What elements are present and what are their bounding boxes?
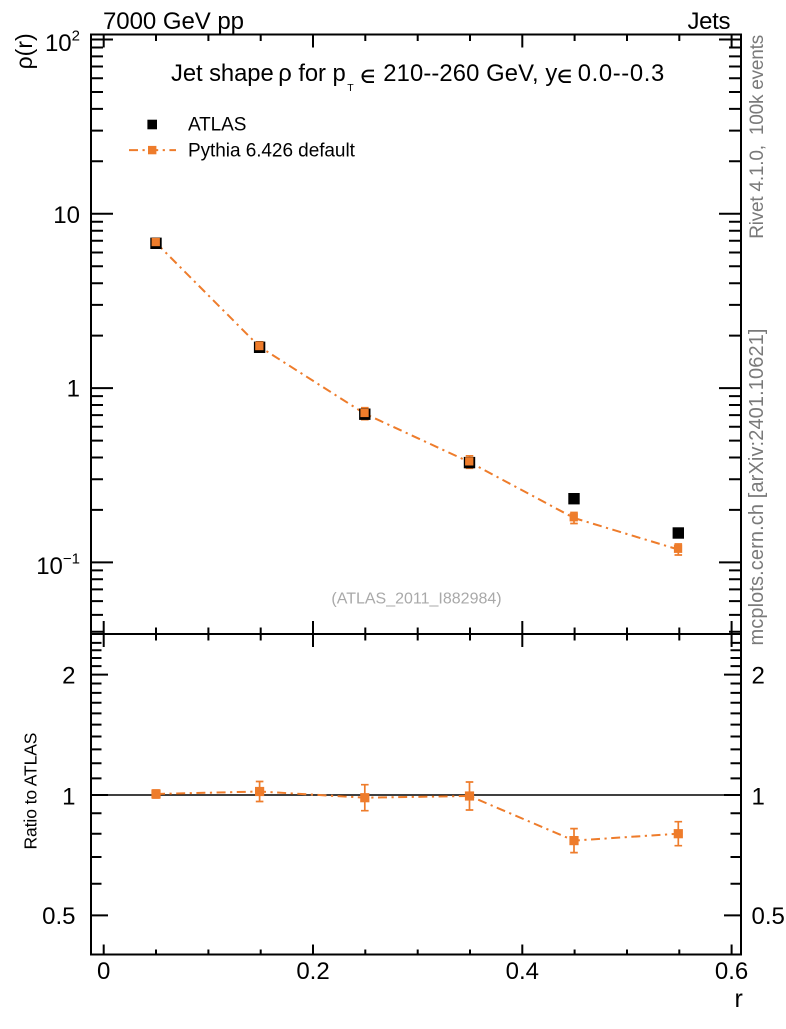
svg-text:1: 1 bbox=[62, 783, 75, 810]
svg-text:mcplots.cern.ch [arXiv:2401.10: mcplots.cern.ch [arXiv:2401.10621] bbox=[746, 329, 768, 646]
svg-text:1: 1 bbox=[752, 783, 765, 810]
svg-text:1: 1 bbox=[67, 376, 80, 403]
svg-text:0: 0 bbox=[97, 958, 110, 985]
svg-text:Ratio to ATLAS: Ratio to ATLAS bbox=[21, 733, 41, 850]
svg-text:T: T bbox=[347, 82, 354, 94]
svg-text:Pythia 6.426 default: Pythia 6.426 default bbox=[188, 140, 356, 161]
svg-text:0.5: 0.5 bbox=[752, 903, 785, 930]
svg-text:(ATLAS_2011_I882984): (ATLAS_2011_I882984) bbox=[331, 591, 501, 608]
svg-text:ρ(r): ρ(r) bbox=[11, 33, 37, 69]
svg-text:Jet shape ρ for p: Jet shape ρ for p bbox=[171, 60, 346, 87]
svg-text:0.6: 0.6 bbox=[715, 958, 748, 985]
svg-text:10: 10 bbox=[53, 202, 80, 229]
svg-text:2: 2 bbox=[62, 662, 75, 689]
svg-text:Rivet 4.1.0, 100k events: Rivet 4.1.0, 100k events bbox=[747, 35, 768, 239]
svg-text:210--260 GeV, y: 210--260 GeV, y bbox=[383, 60, 557, 87]
svg-text:0.0--0.3: 0.0--0.3 bbox=[578, 60, 665, 87]
svg-text:0.4: 0.4 bbox=[506, 958, 539, 985]
svg-text:ATLAS: ATLAS bbox=[188, 115, 246, 136]
svg-text:Jets: Jets bbox=[688, 8, 731, 35]
svg-text:0.2: 0.2 bbox=[296, 958, 329, 985]
svg-text:2: 2 bbox=[752, 662, 765, 689]
svg-text:r: r bbox=[735, 985, 743, 1013]
svg-text:0.5: 0.5 bbox=[42, 903, 75, 930]
svg-text:7000 GeV pp: 7000 GeV pp bbox=[103, 8, 244, 35]
